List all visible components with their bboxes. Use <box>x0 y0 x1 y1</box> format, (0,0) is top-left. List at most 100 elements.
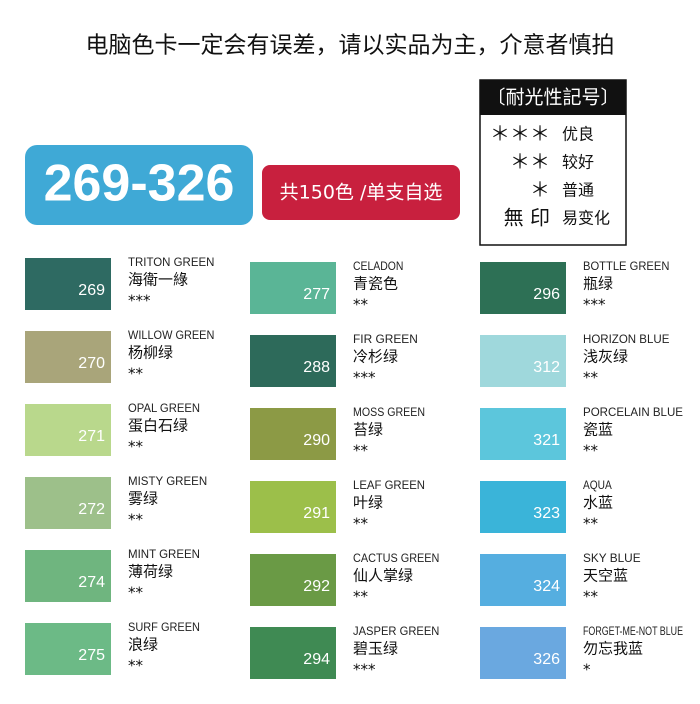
chinese-name: 浪绿 <box>128 636 158 654</box>
swatch <box>480 627 566 679</box>
legend-label: 普通 <box>562 181 594 200</box>
swatch <box>480 408 566 460</box>
english-name: WILLOW GREEN <box>128 328 214 342</box>
swatch-number: 270 <box>78 355 105 372</box>
stars: ** <box>128 584 144 602</box>
legend-rows: ＊＊＊ 优良 ＊＊ 较好 ＊ 普通無 印易变化 <box>490 122 610 230</box>
stars: *** <box>128 292 151 310</box>
legend-mark: ＊ <box>530 178 550 202</box>
legend-header <box>480 80 626 115</box>
swatch-number: 271 <box>78 428 105 445</box>
notice: 电脑色卡一定会有误差，请以实品为主，介意者慎拍 <box>86 33 615 59</box>
legend-mark: 無 印 <box>504 206 550 230</box>
english-name: HORIZON BLUE <box>583 332 669 346</box>
legend-label: 较好 <box>562 153 594 172</box>
swatch-number: 312 <box>533 359 560 376</box>
stars: *** <box>353 661 376 679</box>
stars: ** <box>583 442 599 460</box>
subtitle: 共150色 /单支自选 <box>280 182 443 204</box>
stars: ** <box>583 588 599 606</box>
swatch-number: 296 <box>533 286 560 303</box>
swatch <box>25 477 111 529</box>
english-name: FORGET-ME-NOT BLUE <box>583 624 683 638</box>
english-name: FIR GREEN <box>353 332 418 346</box>
english-name: LEAF GREEN <box>353 478 425 492</box>
chinese-name: 仙人掌绿 <box>353 567 413 585</box>
chinese-name: 青瓷色 <box>353 275 398 293</box>
swatch-number: 323 <box>533 505 560 522</box>
swatch <box>480 554 566 606</box>
english-name: TRITON GREEN <box>128 255 214 269</box>
chinese-name: 勿忘我蓝 <box>583 640 643 658</box>
swatch <box>25 404 111 456</box>
swatch <box>480 481 566 533</box>
swatch <box>250 481 336 533</box>
swatch <box>250 335 336 387</box>
legend-label: 优良 <box>562 125 594 144</box>
chinese-name: 蛋白石绿 <box>128 417 188 435</box>
chinese-name: 雾绿 <box>128 490 158 508</box>
stars: *** <box>353 369 376 387</box>
swatch <box>250 408 336 460</box>
chinese-name: 瓷蓝 <box>583 421 613 439</box>
chinese-name: 海衛一綠 <box>128 271 188 289</box>
stars: ** <box>353 296 369 314</box>
english-name: SKY BLUE <box>583 551 641 565</box>
english-name: MISTY GREEN <box>128 474 207 488</box>
swatch-number: 290 <box>303 432 330 449</box>
chinese-name: 瓶绿 <box>583 275 613 293</box>
stars: ** <box>353 588 369 606</box>
range-badge <box>25 145 253 225</box>
chinese-name: 碧玉绿 <box>353 640 398 658</box>
stars: ** <box>353 442 369 460</box>
swatch-number: 277 <box>303 286 330 303</box>
swatch-number: 292 <box>303 578 330 595</box>
chinese-name: 水蓝 <box>583 494 613 512</box>
chinese-name: 苔绿 <box>353 421 383 439</box>
stars: ** <box>128 365 144 383</box>
stars: ** <box>583 369 599 387</box>
stars: ** <box>128 511 144 529</box>
swatch <box>250 627 336 679</box>
chinese-name: 薄荷绿 <box>128 563 173 581</box>
legend-title: 〔耐光性記号〕 <box>486 87 619 109</box>
swatch <box>25 550 111 602</box>
chinese-name: 冷杉绿 <box>353 348 398 366</box>
swatch-number: 269 <box>78 282 105 299</box>
swatch-number: 294 <box>303 651 330 668</box>
english-name: CACTUS GREEN <box>353 551 439 565</box>
stars: *** <box>583 296 606 314</box>
english-name: PORCELAIN BLUE <box>583 405 683 419</box>
legend-label: 易变化 <box>562 209 610 228</box>
chinese-name: 浅灰绿 <box>583 348 628 366</box>
legend-mark: ＊＊ <box>510 150 550 174</box>
swatch-number: 288 <box>303 359 330 376</box>
swatch <box>480 262 566 314</box>
swatch <box>25 331 111 383</box>
swatch-number: 324 <box>533 578 560 595</box>
subtitle-box <box>262 165 460 220</box>
swatch <box>25 258 111 310</box>
swatch-number: 275 <box>78 647 105 664</box>
swatch-number: 321 <box>533 432 560 449</box>
english-name: OPAL GREEN <box>128 401 200 415</box>
swatch <box>250 554 336 606</box>
english-name: CELADON <box>353 259 403 273</box>
english-name: AQUA <box>583 478 612 492</box>
swatch <box>250 262 336 314</box>
swatch <box>480 335 566 387</box>
swatch-number: 291 <box>303 505 330 522</box>
english-name: BOTTLE GREEN <box>583 259 669 273</box>
swatch-number: 326 <box>533 651 560 668</box>
stars: ** <box>353 515 369 533</box>
english-name: JASPER GREEN <box>353 624 439 638</box>
swatch-number: 272 <box>78 501 105 518</box>
swatch <box>25 623 111 675</box>
stars: * <box>583 661 591 679</box>
stars: ** <box>128 438 144 456</box>
stars: ** <box>128 657 144 675</box>
english-name: MOSS GREEN <box>353 405 425 419</box>
chinese-name: 杨柳绿 <box>128 344 173 362</box>
